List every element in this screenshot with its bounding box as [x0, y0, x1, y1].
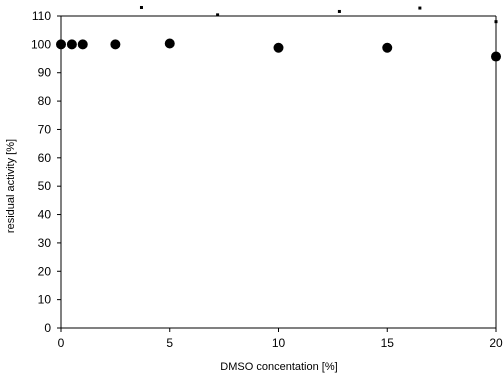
- y-tick-label: 0: [44, 321, 51, 335]
- data-points: [56, 38, 501, 62]
- error-caps: [139, 5, 498, 24]
- x-tick-label: 10: [272, 336, 286, 350]
- error-cap: [337, 9, 341, 13]
- y-tick-label: 70: [38, 122, 52, 136]
- y-tick-label: 10: [38, 293, 52, 307]
- data-point: [56, 39, 66, 50]
- data-point: [491, 51, 501, 62]
- x-tick-label: 20: [489, 336, 503, 350]
- plot-frame: [60, 15, 497, 329]
- x-tick-label: 5: [166, 336, 173, 350]
- x-axis-ticks: 0 5 10 15 20: [58, 328, 503, 350]
- x-tick-label: 0: [58, 336, 65, 350]
- y-tick-label: 100: [31, 37, 51, 51]
- y-tick-label: 60: [38, 151, 52, 165]
- y-tick-label: 20: [38, 264, 52, 278]
- data-point: [164, 38, 175, 49]
- error-cap: [139, 5, 143, 9]
- data-point: [382, 42, 393, 53]
- x-tick-label: 15: [381, 336, 395, 350]
- error-cap: [494, 20, 498, 24]
- error-cap: [216, 13, 220, 17]
- data-point: [66, 39, 77, 50]
- y-tick-label: 80: [38, 94, 52, 108]
- y-tick-label: 110: [32, 9, 51, 23]
- y-tick-label: 30: [38, 236, 52, 250]
- y-tick-label: 40: [38, 208, 52, 222]
- y-axis-ticks: 0 10 20 30 40 50 60 70 80 90 100 110: [31, 9, 61, 335]
- y-axis-title: residual activity [%]: [5, 139, 17, 233]
- x-axis-title: DMSO concentation [%]: [220, 361, 337, 373]
- data-point: [110, 39, 121, 50]
- data-point: [273, 42, 284, 53]
- y-tick-label: 50: [38, 179, 52, 193]
- data-point: [77, 39, 88, 50]
- error-cap: [418, 6, 422, 10]
- y-tick-label: 90: [38, 66, 52, 80]
